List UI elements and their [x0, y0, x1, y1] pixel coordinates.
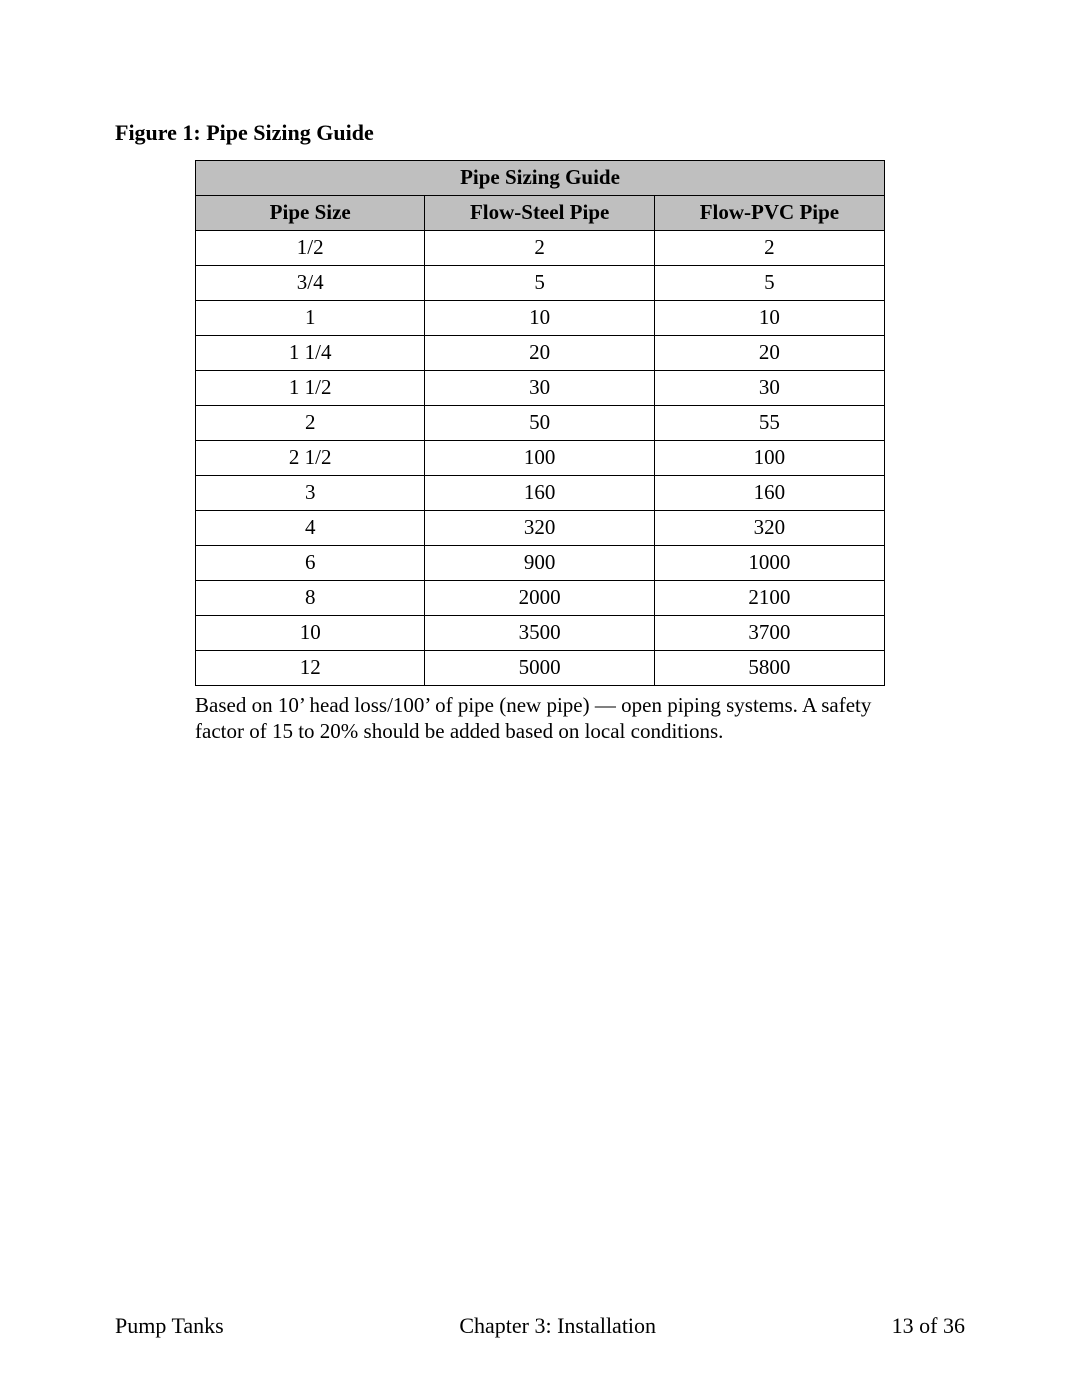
table-row: 2 1/2100100 — [196, 441, 885, 476]
table-row: 3160160 — [196, 476, 885, 511]
table-row: 11010 — [196, 301, 885, 336]
table-cell: 1 1/4 — [196, 336, 425, 371]
table-cell: 2000 — [425, 581, 654, 616]
page-footer: Pump Tanks Chapter 3: Installation 13 of… — [115, 1313, 965, 1339]
table-cell: 8 — [196, 581, 425, 616]
table-cell: 6 — [196, 546, 425, 581]
table-cell: 20 — [425, 336, 654, 371]
table-body: 1/2223/455110101 1/420201 1/23030250552 … — [196, 231, 885, 686]
table-cell: 320 — [425, 511, 654, 546]
table-cell: 3700 — [654, 616, 884, 651]
table-cell: 3 — [196, 476, 425, 511]
table-head: Pipe Sizing Guide Pipe Size Flow-Steel P… — [196, 161, 885, 231]
table-cell: 100 — [654, 441, 884, 476]
figure-caption: Figure 1: Pipe Sizing Guide — [115, 120, 965, 146]
table-title-cell: Pipe Sizing Guide — [196, 161, 885, 196]
table-footnote: Based on 10’ head loss/100’ of pipe (new… — [195, 692, 885, 745]
table-cell: 160 — [654, 476, 884, 511]
table-cell: 900 — [425, 546, 654, 581]
table-row: 3/455 — [196, 266, 885, 301]
table-cell: 1/2 — [196, 231, 425, 266]
table-row: 1035003700 — [196, 616, 885, 651]
table-cell: 30 — [425, 371, 654, 406]
table-cell: 20 — [654, 336, 884, 371]
table-cell: 5 — [425, 266, 654, 301]
table-title-row: Pipe Sizing Guide — [196, 161, 885, 196]
table-row: 1/222 — [196, 231, 885, 266]
table-row: 4320320 — [196, 511, 885, 546]
table-row: 1 1/23030 — [196, 371, 885, 406]
footer-center: Chapter 3: Installation — [459, 1313, 656, 1339]
pipe-sizing-table-wrap: Pipe Sizing Guide Pipe Size Flow-Steel P… — [195, 160, 885, 745]
table-cell: 320 — [654, 511, 884, 546]
table-cell: 55 — [654, 406, 884, 441]
table-cell: 1 1/2 — [196, 371, 425, 406]
table-row: 25055 — [196, 406, 885, 441]
table-cell: 1 — [196, 301, 425, 336]
document-page: Figure 1: Pipe Sizing Guide Pipe Sizing … — [0, 0, 1080, 1397]
col-header-flow-steel: Flow-Steel Pipe — [425, 196, 654, 231]
table-cell: 3/4 — [196, 266, 425, 301]
pipe-sizing-table: Pipe Sizing Guide Pipe Size Flow-Steel P… — [195, 160, 885, 686]
footer-right: 13 of 36 — [892, 1313, 965, 1339]
table-cell: 10 — [196, 616, 425, 651]
table-row: 1250005800 — [196, 651, 885, 686]
table-cell: 50 — [425, 406, 654, 441]
table-row: 1 1/42020 — [196, 336, 885, 371]
table-cell: 12 — [196, 651, 425, 686]
table-cell: 5000 — [425, 651, 654, 686]
table-row: 69001000 — [196, 546, 885, 581]
table-cell: 100 — [425, 441, 654, 476]
table-cell: 2 — [425, 231, 654, 266]
table-cell: 10 — [425, 301, 654, 336]
table-cell: 2100 — [654, 581, 884, 616]
col-header-flow-pvc: Flow-PVC Pipe — [654, 196, 884, 231]
table-cell: 1000 — [654, 546, 884, 581]
table-cell: 10 — [654, 301, 884, 336]
table-cell: 2 1/2 — [196, 441, 425, 476]
footer-left: Pump Tanks — [115, 1313, 224, 1339]
table-cell: 2 — [654, 231, 884, 266]
table-cell: 4 — [196, 511, 425, 546]
table-cell: 5800 — [654, 651, 884, 686]
col-header-pipe-size: Pipe Size — [196, 196, 425, 231]
table-cell: 2 — [196, 406, 425, 441]
page-footer-wrap: Pump Tanks Chapter 3: Installation 13 of… — [115, 1313, 965, 1339]
table-cell: 160 — [425, 476, 654, 511]
table-cell: 30 — [654, 371, 884, 406]
table-row: 820002100 — [196, 581, 885, 616]
table-cell: 5 — [654, 266, 884, 301]
table-cell: 3500 — [425, 616, 654, 651]
table-header-row: Pipe Size Flow-Steel Pipe Flow-PVC Pipe — [196, 196, 885, 231]
